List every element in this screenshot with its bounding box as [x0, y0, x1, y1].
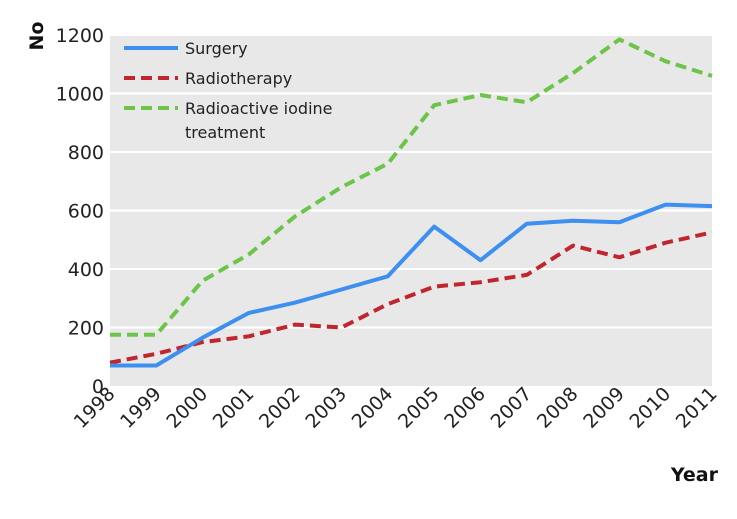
x-tick-label: 2008: [533, 383, 583, 433]
x-axis-title: Year: [670, 464, 719, 486]
series-line-radiotherapy: [109, 230, 713, 365]
legend-label: treatment: [185, 123, 265, 142]
y-tick-label: 1200: [56, 25, 104, 47]
x-tick-label: 2009: [579, 383, 629, 433]
y-tick-label: 0: [92, 376, 104, 398]
x-tick-label: 2003: [301, 383, 351, 433]
gridlines: [110, 34, 712, 329]
legend: Surgery Radiotherapy Radioactive iodine tre…: [124, 39, 333, 142]
y-axis-title: No: [26, 22, 48, 51]
x-tick-label: 2010: [625, 383, 675, 433]
y-tick-label: 1000: [56, 84, 104, 106]
series-lines: [109, 37, 713, 368]
legend-label: Radioactive iodine: [185, 99, 333, 118]
x-tick-label: 2000: [162, 383, 212, 433]
y-tick-label: 400: [68, 259, 104, 281]
x-tick-label: 2002: [255, 383, 305, 433]
legend-label: Surgery: [185, 39, 248, 58]
x-tick-label: 2007: [487, 383, 537, 433]
x-tick-label: 2006: [440, 383, 490, 433]
x-tick-label: 2011: [672, 383, 722, 433]
series-line-radioactive-iodine-treatment: [110, 37, 713, 337]
x-tick-label: 2004: [348, 383, 398, 433]
legend-label: Radiotherapy: [185, 69, 292, 88]
x-tick-label: 2005: [394, 383, 444, 433]
series-line-surgery: [110, 202, 713, 368]
y-tick-labels: 0 200 400 600 800 1000 1200: [56, 25, 104, 398]
x-tick-labels: 1998199920002001200220032004200520062007…: [70, 383, 722, 433]
y-tick-label: 600: [68, 201, 104, 223]
x-tick-label: 1999: [116, 383, 166, 433]
x-tick-label: 2001: [209, 383, 259, 433]
y-tick-label: 800: [68, 142, 104, 164]
y-tick-label: 200: [68, 318, 104, 340]
